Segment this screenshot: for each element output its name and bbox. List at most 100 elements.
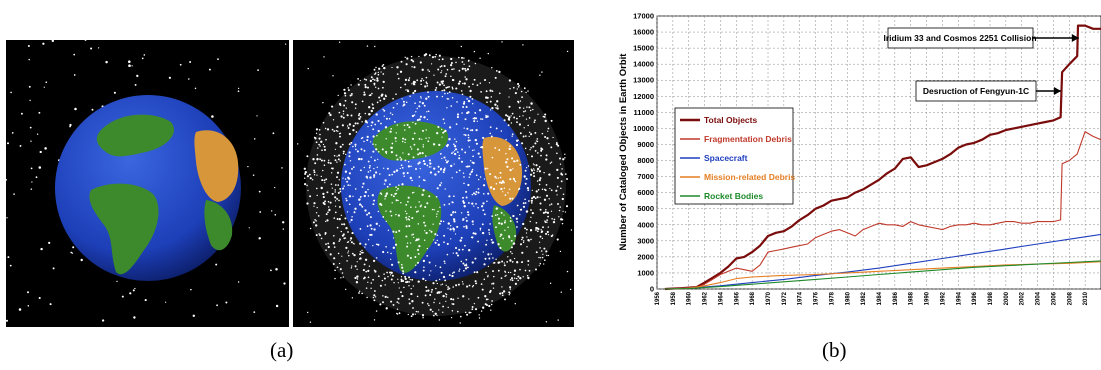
debris-dot bbox=[550, 235, 553, 238]
x-tick-label: 1978 bbox=[829, 291, 835, 305]
debris-dot bbox=[454, 233, 457, 235]
debris-dot bbox=[194, 87, 197, 90]
debris-dot bbox=[49, 303, 52, 306]
x-tick-label: 1958 bbox=[671, 291, 677, 305]
debris-dot bbox=[383, 277, 386, 280]
debris-dot bbox=[467, 111, 470, 114]
debris-dot bbox=[385, 150, 388, 154]
debris-dot bbox=[348, 172, 351, 175]
debris-dot bbox=[426, 118, 429, 121]
debris-dot bbox=[514, 160, 516, 163]
debris-dot bbox=[460, 260, 463, 263]
debris-dot bbox=[372, 143, 374, 145]
debris-dot bbox=[395, 231, 398, 234]
debris-dot bbox=[306, 184, 308, 187]
debris-dot bbox=[362, 182, 365, 185]
debris-dot bbox=[375, 144, 377, 146]
debris-dot bbox=[560, 187, 562, 190]
debris-dot bbox=[497, 177, 499, 179]
debris-dot bbox=[10, 91, 12, 94]
x-tick-label: 1984 bbox=[877, 291, 883, 305]
debris-dot bbox=[328, 112, 331, 115]
debris-dot bbox=[495, 258, 497, 260]
debris-dot bbox=[385, 138, 387, 140]
debris-dot bbox=[507, 256, 509, 258]
debris-dot bbox=[259, 211, 262, 213]
debris-dot bbox=[307, 189, 309, 192]
debris-dot bbox=[434, 241, 437, 244]
debris-dot bbox=[428, 304, 430, 307]
debris-dot bbox=[499, 292, 502, 295]
debris-dot bbox=[367, 281, 369, 283]
debris-dot bbox=[314, 137, 317, 140]
debris-dot bbox=[309, 195, 312, 198]
debris-dot bbox=[316, 158, 319, 161]
debris-dot bbox=[473, 120, 476, 123]
debris-dot bbox=[341, 223, 343, 226]
annotation-fengyun-text: Desruction of Fengyun-1C bbox=[923, 86, 1029, 96]
debris-dot bbox=[389, 271, 391, 274]
debris-dot bbox=[545, 158, 548, 161]
y-tick-label: 5000 bbox=[637, 204, 654, 213]
debris-dot bbox=[490, 303, 493, 306]
debris-dot bbox=[363, 277, 365, 280]
debris-dot bbox=[345, 197, 347, 200]
debris-dot bbox=[406, 245, 409, 248]
debris-dot bbox=[371, 103, 374, 106]
debris-dot bbox=[19, 144, 22, 147]
debris-dot bbox=[359, 79, 361, 82]
debris-dot bbox=[561, 168, 563, 170]
debris-dot bbox=[412, 156, 415, 159]
debris-dot bbox=[347, 184, 350, 186]
debris-dot bbox=[519, 163, 522, 166]
debris-dot bbox=[364, 243, 367, 246]
debris-dot bbox=[415, 111, 417, 113]
debris-dot bbox=[462, 82, 464, 85]
debris-dot bbox=[426, 247, 429, 250]
debris-dot bbox=[30, 167, 33, 170]
debris-dot bbox=[533, 175, 536, 178]
debris-dot bbox=[504, 194, 507, 196]
debris-dot bbox=[445, 293, 447, 295]
debris-dot bbox=[459, 239, 462, 242]
debris-dot bbox=[422, 317, 424, 319]
debris-dot bbox=[471, 306, 474, 308]
debris-dot bbox=[510, 277, 514, 280]
debris-dot bbox=[339, 135, 341, 138]
x-tick-label: 2002 bbox=[1020, 291, 1026, 305]
debris-dot bbox=[405, 89, 407, 91]
debris-dot bbox=[348, 155, 351, 158]
debris-dot bbox=[237, 281, 240, 283]
debris-dot bbox=[316, 174, 318, 176]
debris-dot bbox=[459, 315, 462, 318]
debris-dot bbox=[351, 101, 354, 104]
debris-dot bbox=[398, 229, 401, 232]
debris-dot bbox=[322, 169, 324, 172]
debris-dot bbox=[447, 288, 449, 291]
debris-dot bbox=[425, 97, 428, 100]
debris-dot bbox=[408, 281, 411, 283]
debris-dot bbox=[377, 275, 380, 278]
debris-dot bbox=[450, 298, 453, 301]
debris-dot bbox=[403, 286, 405, 289]
debris-dot bbox=[322, 192, 325, 196]
debris-dot bbox=[311, 178, 314, 181]
debris-dot bbox=[465, 78, 468, 81]
debris-dot bbox=[40, 247, 43, 251]
debris-dot bbox=[424, 205, 427, 209]
debris-dot bbox=[256, 115, 258, 117]
debris-dot bbox=[363, 263, 366, 266]
debris-dot bbox=[463, 100, 466, 103]
debris-dot bbox=[352, 124, 355, 127]
debris-dot bbox=[363, 91, 366, 94]
debris-dot bbox=[524, 110, 527, 112]
debris-dot bbox=[522, 44, 524, 46]
debris-dot bbox=[340, 277, 342, 279]
debris-dot bbox=[457, 283, 460, 286]
debris-dot bbox=[458, 154, 460, 157]
debris-dot bbox=[366, 176, 368, 178]
debris-dot bbox=[404, 56, 406, 58]
debris-dot bbox=[494, 214, 497, 217]
debris-dot bbox=[442, 294, 445, 298]
debris-dot bbox=[558, 209, 561, 212]
